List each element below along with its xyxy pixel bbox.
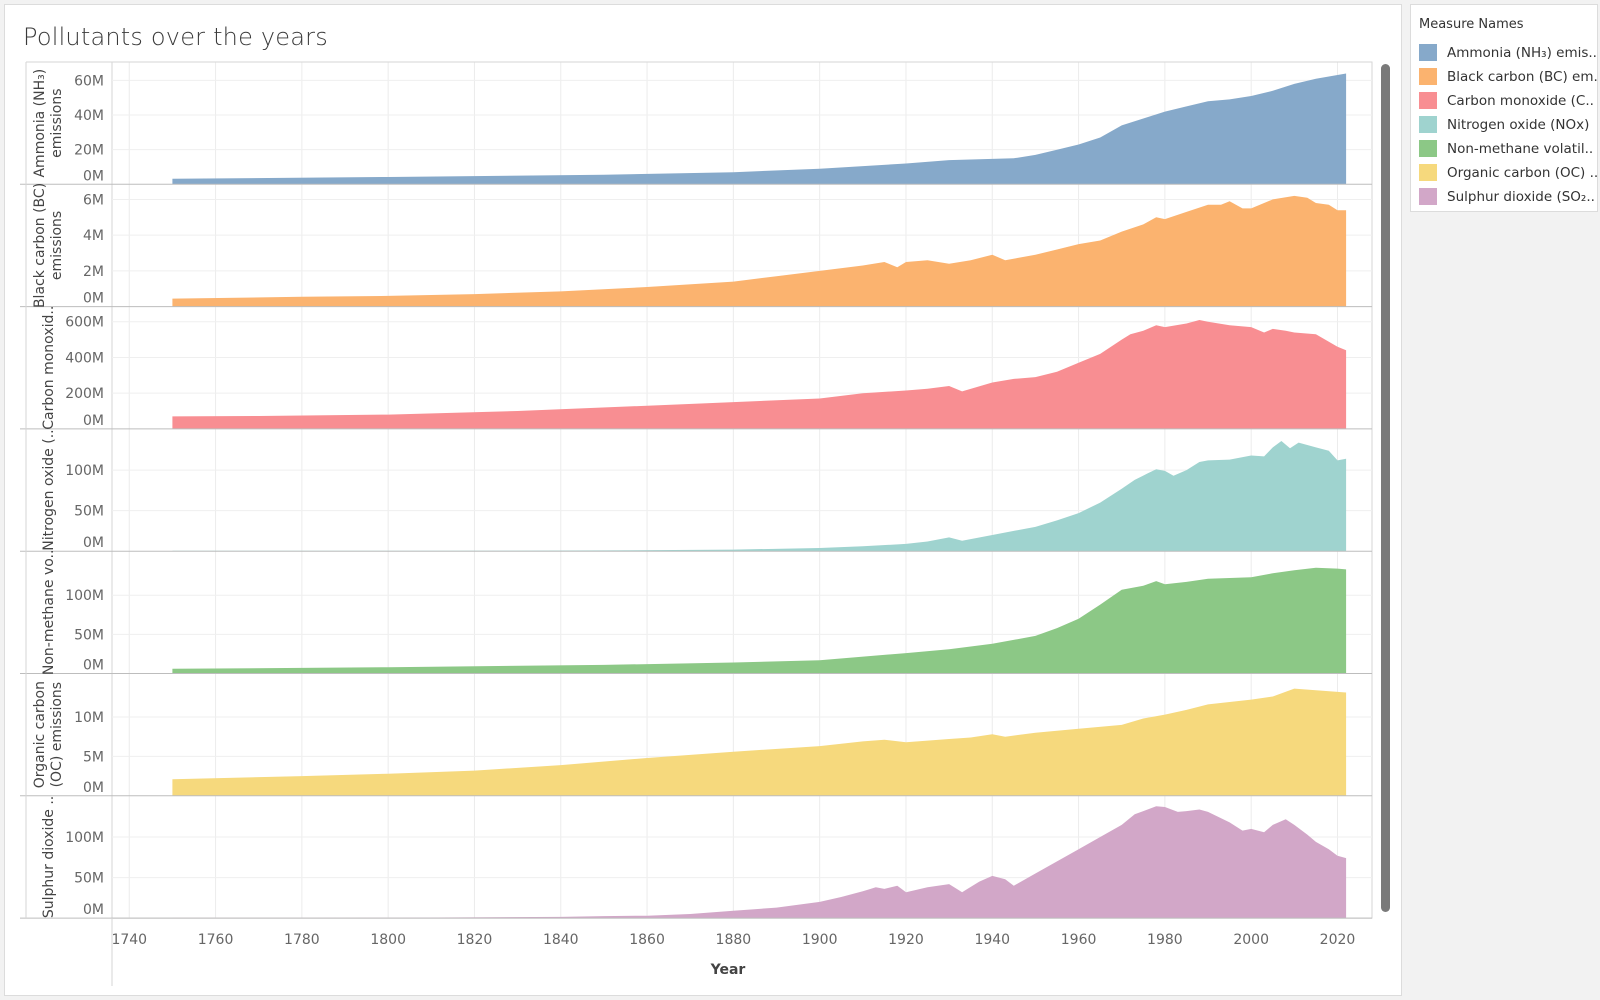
y-tick-label: 20M — [74, 143, 104, 159]
legend-swatch — [1419, 164, 1437, 181]
y-tick-label: 6M — [83, 192, 104, 208]
y-tick-label: 50M — [74, 627, 104, 643]
area-series — [172, 195, 1347, 307]
y-tick-label: 0M — [83, 291, 104, 307]
y-tick-label: 50M — [74, 871, 104, 887]
y-tick-label: 2M — [83, 264, 104, 280]
x-tick-label: 1900 — [802, 932, 838, 948]
y-tick-label: 600M — [65, 315, 104, 331]
area-series — [172, 320, 1347, 429]
y-tick-label: 400M — [65, 350, 104, 366]
chart-title: Pollutants over the years — [23, 23, 328, 51]
y-tick-label: 60M — [74, 73, 104, 89]
legend-label: Ammonia (NH₃) emis.. — [1447, 45, 1597, 61]
y-tick-label: 0M — [83, 168, 104, 184]
y-tick-label: 0M — [83, 780, 104, 796]
y-axis-title: Carbon monoxid.. — [41, 306, 57, 430]
legend-title: Measure Names — [1419, 17, 1524, 32]
y-tick-label: 200M — [65, 386, 104, 402]
legend-label: Organic carbon (OC) .. — [1447, 165, 1597, 181]
x-tick-label: 1860 — [629, 932, 665, 948]
legend-item-nmvoc[interactable]: Non-methane volatil.. — [1419, 139, 1597, 159]
y-tick-label: 10M — [74, 710, 104, 726]
legend-label: Sulphur dioxide (SO₂.. — [1447, 189, 1595, 205]
area-series — [172, 567, 1347, 674]
y-tick-label: 100M — [65, 830, 104, 846]
y-tick-label: 0M — [83, 902, 104, 918]
y-tick-label: 5M — [83, 749, 104, 765]
x-tick-label: 1820 — [457, 932, 493, 948]
area-series — [172, 441, 1347, 552]
legend-item-nitrogen-oxide[interactable]: Nitrogen oxide (NOx) — [1419, 115, 1597, 135]
y-axis-title: Non-methane vo.. — [41, 550, 57, 676]
legend-swatch — [1419, 92, 1437, 109]
y-tick-label: 0M — [83, 535, 104, 551]
area-series — [172, 688, 1347, 796]
x-tick-label: 1800 — [370, 932, 406, 948]
area-series — [172, 73, 1347, 185]
x-tick-label: 1960 — [1061, 932, 1097, 948]
x-tick-label: 1940 — [974, 932, 1010, 948]
x-tick-label: 1980 — [1147, 932, 1183, 948]
legend-label: Nitrogen oxide (NOx) — [1447, 117, 1590, 133]
x-tick-label: 2000 — [1233, 932, 1269, 948]
y-tick-label: 100M — [65, 463, 104, 479]
legend-item-carbon-monoxide[interactable]: Carbon monoxide (C.. — [1419, 91, 1597, 111]
legend-label: Black carbon (BC) em.. — [1447, 69, 1597, 85]
y-axis-title: Organic carbon(OC) emissions — [32, 681, 65, 788]
y-tick-label: 100M — [65, 588, 104, 604]
x-tick-label: 1740 — [111, 932, 147, 948]
x-tick-label: 1920 — [888, 932, 924, 948]
legend-swatch — [1419, 44, 1437, 61]
legend-item-black-carbon[interactable]: Black carbon (BC) em.. — [1419, 67, 1597, 87]
x-tick-label: 2020 — [1320, 932, 1356, 948]
legend-label: Carbon monoxide (C.. — [1447, 93, 1594, 109]
x-tick-label: 1880 — [716, 932, 752, 948]
x-axis-title: Year — [710, 962, 746, 978]
y-tick-label: 4M — [83, 228, 104, 244]
y-axis-title: Nitrogen oxide (.. — [41, 429, 57, 550]
legend-swatch — [1419, 140, 1437, 157]
y-tick-label: 0M — [83, 658, 104, 674]
y-axis-title: Sulphur dioxide .. — [41, 796, 57, 918]
legend-swatch — [1419, 116, 1437, 133]
area-series — [172, 806, 1347, 919]
legend-swatch — [1419, 68, 1437, 85]
legend-label: Non-methane volatil.. — [1447, 141, 1594, 157]
y-axis-title: Ammonia (NH₃)emissions — [32, 69, 65, 178]
legend-item-ammonia[interactable]: Ammonia (NH₃) emis.. — [1419, 43, 1597, 63]
y-tick-label: 0M — [83, 413, 104, 429]
legend-swatch — [1419, 188, 1437, 205]
area-chart: 0M 20M 40M 60M Ammonia (NH₃)emissions 0M 2M 4M 6… — [20, 61, 1373, 986]
legend: Measure Names Ammonia (NH₃) emis.. Black… — [1410, 4, 1598, 212]
x-tick-label: 1840 — [543, 932, 579, 948]
y-axis-title: Black carbon (BC)emissions — [32, 183, 65, 308]
legend-item-organic-carbon[interactable]: Organic carbon (OC) .. — [1419, 163, 1597, 183]
y-tick-label: 50M — [74, 504, 104, 520]
y-tick-label: 40M — [74, 108, 104, 124]
legend-item-sulphur-dioxide[interactable]: Sulphur dioxide (SO₂.. — [1419, 187, 1597, 207]
x-tick-label: 1760 — [198, 932, 234, 948]
x-tick-label: 1780 — [284, 932, 320, 948]
vertical-scrollbar[interactable] — [1381, 64, 1390, 912]
